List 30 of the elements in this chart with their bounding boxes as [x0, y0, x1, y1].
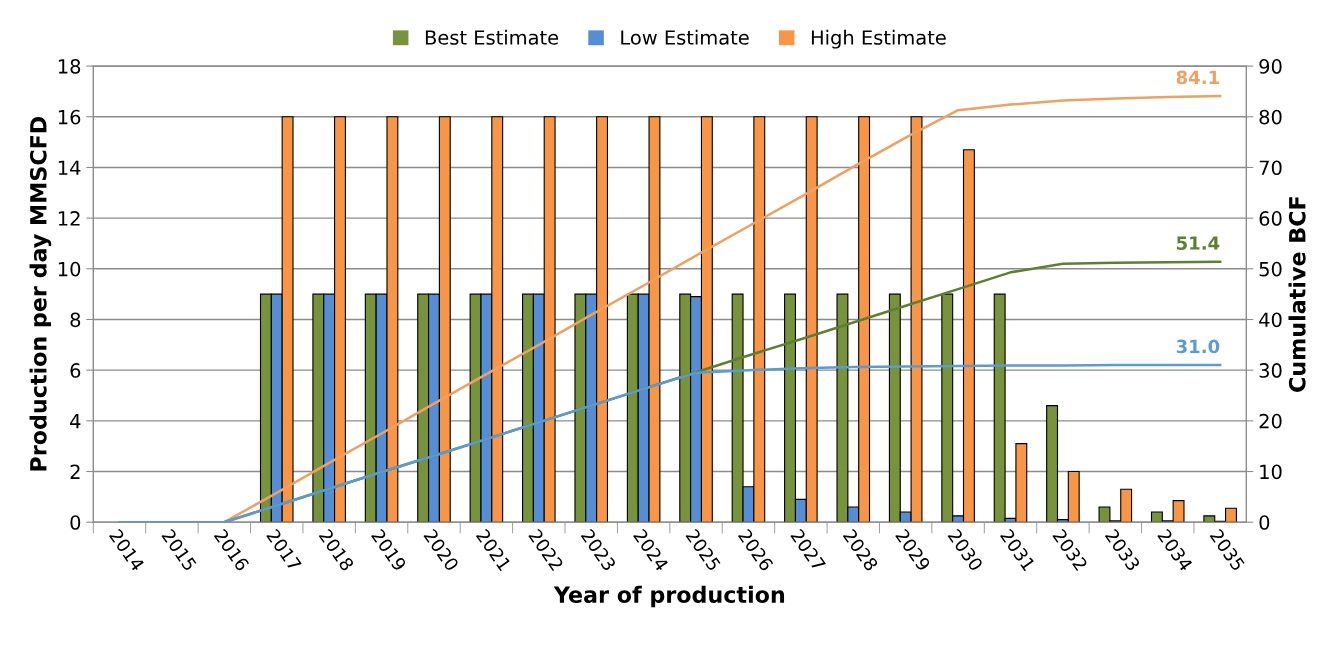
y-tick-label: 2 — [70, 464, 80, 479]
y2-tick-label: 20 — [1259, 413, 1282, 429]
y-tick-label: 18 — [58, 59, 81, 74]
y2-axis-title: Cumulative BCF — [1288, 197, 1306, 392]
y-tick-label: 8 — [70, 312, 81, 328]
y2-tick-label: 70 — [1259, 160, 1282, 176]
y2-tick-label: 80 — [1259, 109, 1282, 125]
y-tick-label: 0 — [70, 515, 81, 530]
data-label: 51.4 — [1177, 236, 1220, 250]
x-axis-title: Year of production — [553, 585, 785, 608]
y-tick-label: 14 — [58, 160, 81, 175]
line-series — [118, 363, 1222, 523]
y-tick-label: 16 — [58, 109, 81, 125]
y2-tick-label: 90 — [1259, 59, 1282, 74]
y2-tick-label: 40 — [1259, 312, 1282, 328]
y-axis-title: Production per day MMSCFD — [29, 116, 52, 471]
y-tick-label: 6 — [70, 363, 81, 378]
data-label: 84.1 — [1176, 70, 1219, 85]
y2-tick-label: 50 — [1259, 261, 1282, 277]
y2-tick-label: 0 — [1259, 515, 1270, 530]
y2-tick-label: 60 — [1259, 211, 1282, 226]
legend-label: Best Estimate — [425, 29, 559, 45]
legend-label: Low Estimate — [621, 29, 749, 45]
data-label: 31.0 — [1176, 339, 1220, 354]
legend-label: High Estimate — [811, 29, 946, 49]
y2-tick-label: 30 — [1259, 363, 1282, 378]
y2-tick-label: 10 — [1260, 464, 1282, 480]
y-tick-label: 12 — [58, 211, 80, 226]
y-tick-label: 10 — [58, 261, 81, 277]
y-tick-label: 4 — [70, 414, 81, 429]
